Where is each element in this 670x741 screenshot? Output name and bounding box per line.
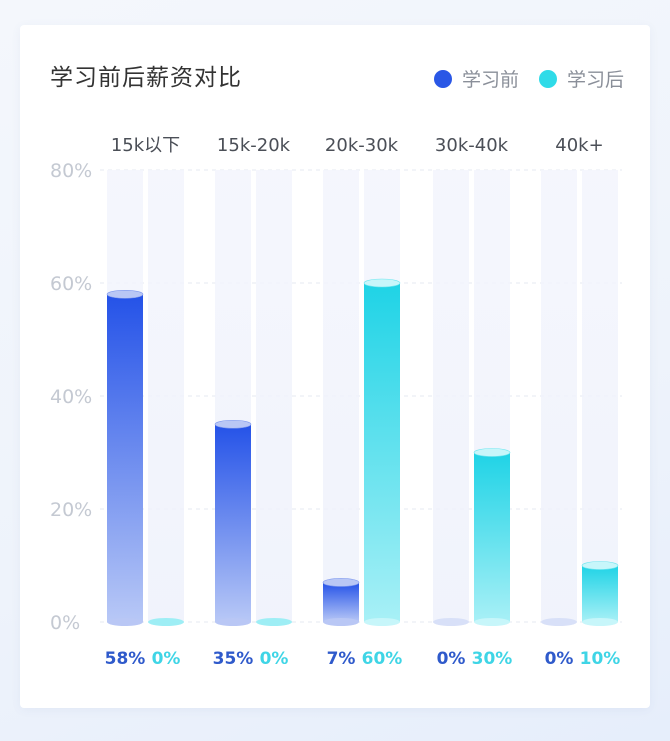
y-tick-label: 80% <box>50 160 92 182</box>
value-label-after: 0% <box>260 649 289 669</box>
legend-marker-after <box>538 69 557 88</box>
bar-top-cap <box>214 419 252 429</box>
bar-layer <box>106 278 619 626</box>
grid-layer <box>100 169 622 623</box>
bar-track <box>582 170 618 622</box>
bar-base-cap <box>107 618 143 626</box>
y-tick-label: 60% <box>50 273 92 295</box>
bar-before <box>107 294 143 622</box>
bar-base-cap <box>256 618 292 626</box>
label-layer: 0% 20% 40% 60% 80% 15k以下 58% 0% 15k-20k 35% 0% 20k-… <box>50 135 620 669</box>
category-label: 20k-30k <box>325 135 399 156</box>
bar-top-cap <box>363 278 401 288</box>
value-label-before: 58% <box>105 649 146 669</box>
bar-track <box>541 170 577 622</box>
legend-label-before: 学习前 <box>461 69 519 91</box>
category-label: 15k-20k <box>217 135 291 156</box>
value-label-before: 0% <box>545 649 574 669</box>
bar-top-cap <box>322 578 360 587</box>
bar-base-cap <box>474 618 510 626</box>
value-label-before: 7% <box>327 649 356 669</box>
bar-track <box>433 170 469 622</box>
category-label: 40k+ <box>555 135 603 156</box>
bar-track <box>323 170 359 622</box>
bar-track <box>256 170 292 622</box>
chart-title: 学习前后薪资对比 <box>50 65 242 91</box>
track-layer <box>107 170 618 622</box>
bar-base-cap <box>582 618 618 626</box>
value-label-after: 60% <box>362 649 403 669</box>
bar-after <box>582 565 618 622</box>
bar-before <box>215 424 251 622</box>
y-tick-label: 40% <box>50 386 92 408</box>
bar-after <box>364 283 400 622</box>
value-label-after: 0% <box>152 649 181 669</box>
bar-base-cap <box>364 618 400 626</box>
bar-before <box>323 582 359 622</box>
y-tick-label: 0% <box>50 612 80 634</box>
legend: 学习前 学习后 <box>414 65 624 92</box>
legend-marker-before <box>433 69 452 88</box>
bar-track <box>148 170 184 622</box>
bar-base-cap <box>541 618 577 626</box>
bar-base-cap <box>148 618 184 626</box>
bar-base-cap <box>323 618 359 626</box>
legend-item-after: 学习后 <box>538 65 624 92</box>
value-label-before: 35% <box>213 649 254 669</box>
legend-label-after: 学习后 <box>566 69 624 91</box>
bar-top-cap <box>581 561 619 570</box>
y-tick-label: 20% <box>50 499 92 521</box>
value-label-after: 30% <box>472 649 513 669</box>
value-label-after: 10% <box>580 649 621 669</box>
legend-item-before: 学习前 <box>433 65 519 92</box>
bar-after <box>474 452 510 622</box>
bar-base-cap <box>215 618 251 626</box>
bar-base-cap <box>433 618 469 626</box>
category-label: 30k-40k <box>435 135 509 156</box>
bar-top-cap <box>106 289 144 299</box>
bar-top-cap <box>473 448 511 457</box>
value-label-before: 0% <box>437 649 466 669</box>
category-label: 15k以下 <box>111 135 180 156</box>
